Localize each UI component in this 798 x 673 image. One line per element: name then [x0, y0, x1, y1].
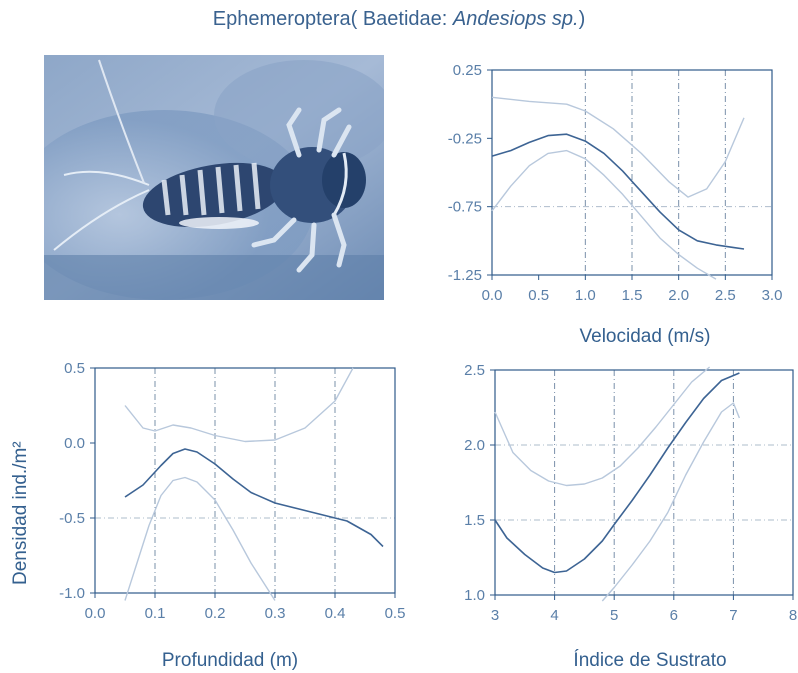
title-species: Andesiops sp.	[452, 8, 579, 30]
xlabel-indice-sustrato: Índice de Sustrato	[573, 650, 727, 671]
y-tick-label: -1.25	[448, 267, 482, 284]
y-tick-label: 0.5	[64, 360, 85, 377]
x-tick-label: 0.0	[85, 605, 106, 622]
chart-profundidad: 0.0 0.1 0.2 0.3 0.4 0.5 0.5 0.0 -0.5 -1.0	[59, 360, 406, 622]
x-tick-label: 0.1	[145, 605, 166, 622]
x-tick-label: 5	[610, 607, 618, 624]
title-suffix: )	[578, 8, 586, 30]
chart-indice-sustrato: 3 4 5 6 7 8 2.5 2.0 1.5 1.0	[464, 362, 797, 624]
x-tick-label: 2.5	[715, 287, 736, 304]
y-tick-label: -1.0	[59, 585, 85, 602]
series-fit-line	[124, 448, 384, 548]
x-tick-label: 0.3	[265, 605, 286, 622]
y-tick-label: 1.0	[464, 587, 485, 604]
plot-frame	[494, 369, 794, 596]
y-tick-label: 0.25	[453, 62, 482, 79]
chart-velocidad: 0.0 0.5 1.0 1.5 2.0 2.5 3.0 0.25 -0.25 -0.75 -1.25	[448, 62, 783, 304]
x-tick-label: 3.0	[762, 287, 783, 304]
x-tick-label: 7	[729, 607, 737, 624]
ylabel-densidad: Densidad ind./m²	[10, 441, 31, 585]
y-tick-label: -0.75	[448, 199, 482, 216]
series-lower-line	[124, 476, 276, 601]
y-tick-label: -0.5	[59, 510, 85, 527]
x-tick-label: 0.5	[385, 605, 406, 622]
xlabel-profundidad: Profundidad (m)	[161, 650, 299, 671]
series-fit-line	[491, 133, 745, 250]
series-lower-line	[491, 149, 717, 280]
x-tick-label: 1.5	[622, 287, 643, 304]
series-lower-line	[601, 402, 741, 602]
mayfly-nymph-photo	[44, 55, 384, 300]
x-tick-label: 2.0	[668, 287, 689, 304]
x-tick-label: 1.0	[575, 287, 596, 304]
x-tick-label: 0.5	[528, 287, 549, 304]
x-tick-label: 0.4	[325, 605, 346, 622]
xlabel-velocidad: Velocidad (m/s)	[579, 326, 711, 347]
x-tick-label: 8	[789, 607, 797, 624]
y-tick-label: 1.5	[464, 512, 485, 529]
y-tick-label: 2.5	[464, 362, 485, 379]
figure-title: Ephemeroptera( Baetidae: Andesiops sp.)	[0, 8, 798, 31]
series-upper-line	[494, 366, 711, 487]
y-tick-label: 2.0	[464, 437, 485, 454]
x-tick-label: 0.2	[205, 605, 226, 622]
x-tick-label: 3	[491, 607, 499, 624]
series-upper-line	[124, 367, 354, 443]
title-prefix: Ephemeroptera( Baetidae:	[212, 8, 453, 30]
x-tick-label: 4	[550, 607, 558, 624]
y-tick-label: -0.25	[448, 130, 482, 147]
series-upper-line	[491, 96, 745, 198]
x-tick-label: 0.0	[482, 287, 503, 304]
y-tick-label: 0.0	[64, 435, 85, 452]
x-tick-label: 6	[670, 607, 678, 624]
series-fit-line	[494, 372, 740, 574]
plot-frame	[94, 367, 396, 594]
